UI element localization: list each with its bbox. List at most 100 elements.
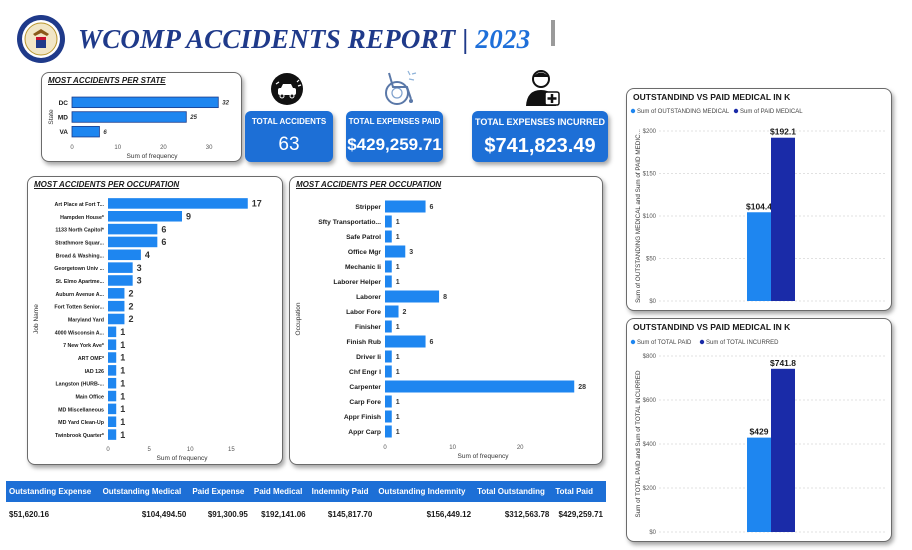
- data-label: 6: [430, 204, 434, 211]
- page-title: WCOMP ACCIDENTS REPORT | 2023: [78, 24, 530, 55]
- x-tick-label: 0: [383, 445, 387, 451]
- data-label: 1: [120, 404, 125, 414]
- kpi-total-expenses-paid-label: TOTAL EXPENSES PAID: [348, 117, 441, 126]
- bar: [108, 339, 117, 350]
- header-divider: [551, 20, 555, 46]
- total-chart-card: OUTSTANDIND VS PAID MEDICAL IN K Sum of …: [626, 318, 892, 542]
- summary-header-cell[interactable]: Outstanding Medical: [99, 481, 190, 502]
- y-tick-label: $400: [643, 442, 657, 448]
- summary-header-cell[interactable]: Paid Medical: [250, 481, 309, 502]
- bar: [108, 210, 182, 222]
- y-tick-label: $50: [646, 257, 657, 263]
- x-tick-label: 10: [187, 447, 194, 453]
- medical-chart-title: OUTSTANDIND VS PAID MEDICAL IN K: [633, 92, 791, 102]
- y-tick-label: $150: [643, 172, 657, 178]
- bar: [385, 335, 426, 348]
- category-label: Carp Fore: [349, 399, 381, 406]
- page-title-separator: |: [462, 24, 469, 54]
- bar: [385, 380, 575, 393]
- occupation-chart-title: MOST ACCIDENTS PER OCCUPATION: [296, 180, 442, 189]
- kpi-total-accidents: TOTAL ACCIDENTS 63: [245, 111, 333, 162]
- state-chart-title: MOST ACCIDENTS PER STATE: [48, 76, 166, 85]
- data-label: 1: [396, 279, 400, 286]
- data-label: 2: [128, 301, 133, 311]
- data-label: 1: [396, 219, 400, 226]
- bar: [108, 262, 133, 273]
- category-label: Strathmore Squar...: [55, 240, 104, 246]
- summary-cell: $51,620.16: [9, 510, 50, 519]
- y-axis-label: Occupation: [295, 302, 302, 335]
- data-label: 6: [103, 130, 107, 136]
- summary-header-cell[interactable]: Outstanding Indemnity: [375, 481, 475, 502]
- bar: [385, 230, 392, 243]
- data-label: 9: [186, 211, 191, 221]
- category-label: 7 New York Ave*: [63, 343, 105, 349]
- category-label: Sfty Transportatio...: [318, 219, 381, 226]
- x-tick-label: 30: [206, 145, 213, 151]
- data-label: 28: [578, 384, 586, 391]
- bar: [108, 236, 158, 248]
- summary-header-cell[interactable]: Indemnity Paid: [308, 481, 376, 502]
- category-label: Finish Rub: [346, 339, 381, 346]
- bar: [385, 200, 426, 213]
- bar: [108, 198, 248, 209]
- x-tick-label: 0: [70, 145, 74, 151]
- legend-entry: Sum of TOTAL INCURRED: [706, 340, 779, 346]
- page-title-text: WCOMP ACCIDENTS REPORT: [78, 24, 456, 54]
- y-axis-label: State: [48, 109, 55, 125]
- table-row: $51,620.16 $104,494.50 $91,300.95 $192,1…: [6, 502, 606, 527]
- data-label: 6: [161, 224, 166, 234]
- data-label: 2: [128, 314, 133, 324]
- bar: [385, 365, 392, 378]
- y-tick-label: $600: [643, 398, 657, 404]
- kpi-total-expenses-incurred: TOTAL EXPENSES INCURRED $741,823.49: [472, 111, 608, 162]
- column-bar: [771, 137, 795, 301]
- data-label: 8: [443, 294, 447, 301]
- data-label: 1: [396, 429, 400, 436]
- column-bar: [747, 437, 771, 532]
- category-label: Stripper: [355, 204, 381, 211]
- column-bar: [771, 368, 795, 532]
- x-tick-label: 15: [228, 447, 235, 453]
- data-label: 3: [137, 276, 142, 286]
- bar: [385, 425, 392, 438]
- page-title-year: 2023: [475, 24, 531, 54]
- data-label: 6: [430, 339, 434, 346]
- state-chart-card: MOST ACCIDENTS PER STATE DC 32 MD 25 VA 6 0 10 2…: [41, 72, 242, 162]
- category-label: Chf Engr I: [349, 369, 381, 376]
- bar: [108, 223, 158, 235]
- bar: [108, 249, 141, 261]
- category-label: MD Yard Clean-Up: [58, 420, 105, 426]
- legend-entry: Sum of OUTSTANDING MEDICAL: [637, 109, 730, 115]
- kpi-total-expenses-paid: TOTAL EXPENSES PAID $429,259.71: [346, 111, 443, 162]
- y-tick-label: $100: [643, 214, 657, 220]
- summary-header-cell[interactable]: Outstanding Expense: [6, 481, 100, 502]
- category-label: Hampden House*: [60, 215, 105, 221]
- category-label: Auburn Avenue A...: [55, 292, 104, 298]
- legend-marker: [630, 108, 636, 114]
- category-label: Finisher: [355, 324, 381, 331]
- category-label: Carpenter: [349, 384, 381, 391]
- category-label: IAD 126: [85, 369, 104, 375]
- summary-cell: $145,817.70: [327, 510, 373, 519]
- summary-table: Outstanding Expense Outstanding Medical …: [6, 481, 606, 527]
- summary-header-cell[interactable]: Total Outstanding: [474, 481, 553, 502]
- job-bar-chart: Art Place at Fort T... 17 Hampden House* 9 1…: [33, 198, 262, 462]
- category-label: Langston (HURB-...: [55, 382, 104, 388]
- data-label: $104.4: [746, 201, 772, 211]
- summary-header-cell[interactable]: Paid Expense: [189, 481, 251, 502]
- data-label: 1: [120, 340, 125, 350]
- y-tick-label: $0: [649, 299, 656, 305]
- bar: [385, 245, 406, 258]
- summary-header-cell[interactable]: Total Paid: [552, 481, 606, 502]
- x-tick-label: 5: [147, 447, 151, 453]
- bar: [108, 288, 125, 299]
- category-label: Fort Totten Senior...: [54, 305, 104, 311]
- category-label: Broad & Washing...: [56, 253, 105, 259]
- category-label: DC: [59, 100, 69, 107]
- bar: [385, 275, 392, 288]
- category-label: Art Place at Fort T...: [55, 202, 105, 208]
- category-label: Maryland Yard: [68, 318, 104, 324]
- category-label: Mechanic Ii: [345, 264, 381, 271]
- state-bar-chart: DC 32 MD 25 VA 6 0 10 20 30 Sum of frequency State: [48, 96, 230, 160]
